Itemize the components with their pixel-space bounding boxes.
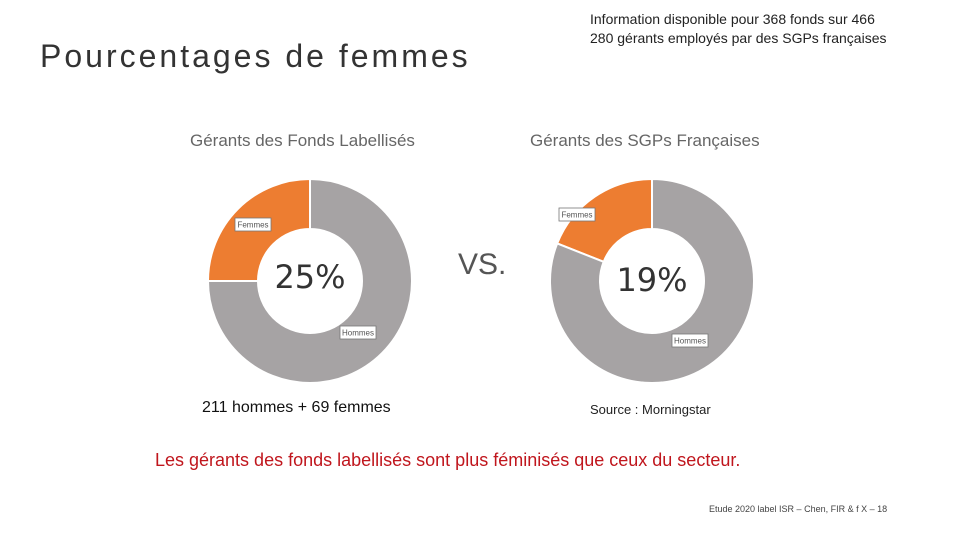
slice-label-femmes: Femmes: [234, 217, 272, 232]
svg-text:Hommes: Hommes: [674, 337, 706, 346]
svg-text:Femmes: Femmes: [561, 211, 592, 220]
slice-label-hommes: Hommes: [339, 325, 377, 340]
donut-chart-sgp-francaises: Femmes Hommes 19%: [549, 177, 755, 384]
info-line-1: Information disponible pour 368 fonds su…: [590, 11, 875, 27]
chart-2-title: Gérants des SGPs Françaises: [530, 131, 760, 150]
conclusion-text: Les gérants des fonds labellisés sont pl…: [155, 450, 741, 470]
chart-1-title: Gérants des Fonds Labellisés: [190, 131, 415, 150]
footer-text: Etude 2020 label ISR – Chen, FIR & f X –…: [709, 504, 888, 514]
slice-hommes: [549, 177, 755, 384]
slice-label-femmes: Femmes: [558, 207, 596, 222]
page-title: Pourcentages de femmes: [40, 38, 471, 74]
slice-label-hommes: Hommes: [671, 333, 709, 348]
info-line-2: 280 gérants employés par des SGPs frança…: [590, 30, 887, 46]
info-note: Information disponible pour 368 fonds su…: [590, 10, 887, 48]
svg-text:Femmes: Femmes: [237, 221, 268, 230]
center-percentage: 19%: [616, 261, 687, 299]
count-note: 211 hommes + 69 femmes: [202, 399, 391, 416]
donut-chart-fonds-labellises: Femmes Hommes 25%: [206, 177, 413, 384]
svg-text:Hommes: Hommes: [342, 329, 374, 338]
center-percentage: 25%: [274, 258, 345, 296]
source-label: Source : Morningstar: [590, 402, 711, 417]
vs-label: VS.: [458, 248, 507, 281]
